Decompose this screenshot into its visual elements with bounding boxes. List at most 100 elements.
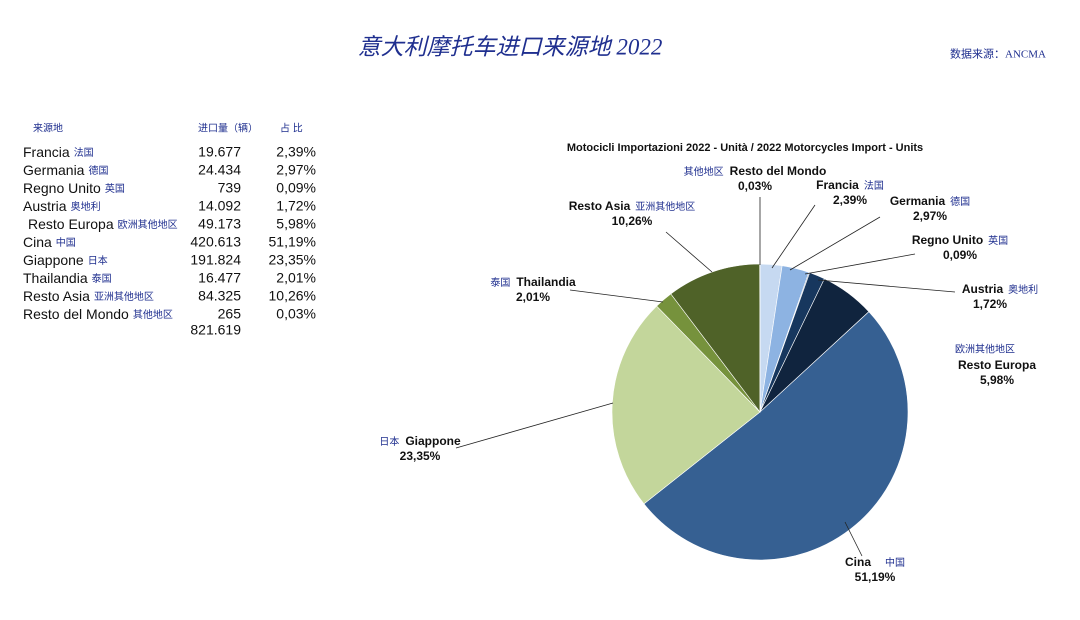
country-cn: 中国 bbox=[56, 236, 76, 249]
slice-label: Francia 法国 bbox=[816, 178, 884, 192]
row-name: Resto Europa 欧洲其他地区 bbox=[28, 216, 178, 232]
leader-line bbox=[804, 253, 916, 275]
slice-label: 日本 Giappone bbox=[379, 434, 461, 448]
volume: 84.325 bbox=[198, 288, 241, 304]
slice bbox=[611, 305, 761, 505]
column-header: 占 比 bbox=[280, 122, 303, 135]
country: Resto Europa bbox=[28, 216, 114, 232]
page-title: 意大利摩托车进口来源地 2022 bbox=[358, 34, 663, 59]
row-name: Francia 法国 bbox=[23, 144, 94, 160]
column-header: 来源地 bbox=[33, 122, 63, 135]
value-label: 2,01% bbox=[516, 290, 550, 304]
share: 5,98% bbox=[276, 216, 316, 232]
slice-label: 其他地区 Resto del Mondo bbox=[684, 164, 827, 178]
value-label: 5,98% bbox=[980, 373, 1014, 387]
label-cn: 法国 bbox=[864, 179, 884, 192]
country-cn: 德国 bbox=[88, 164, 108, 177]
row-name: Resto del Mondo 其他地区 bbox=[23, 306, 173, 322]
chart-title: Motocicli Importazioni 2022 - Unità / 20… bbox=[567, 142, 923, 154]
value-label: 23,35% bbox=[400, 449, 441, 463]
volume: 191.824 bbox=[190, 252, 241, 268]
label-name: Giappone bbox=[405, 434, 461, 448]
share: 2,97% bbox=[276, 162, 316, 178]
label-name: Resto Europa bbox=[958, 358, 1036, 372]
country-cn: 奥地利 bbox=[71, 200, 101, 213]
country: Regno Unito bbox=[23, 180, 101, 196]
value-label: 1,72% bbox=[973, 297, 1007, 311]
label-cn: 亚洲其他地区 bbox=[635, 200, 695, 213]
country: Resto Asia bbox=[23, 288, 90, 304]
country: Thailandia bbox=[23, 270, 88, 286]
share: 0,03% bbox=[276, 306, 316, 322]
share: 2,39% bbox=[276, 144, 316, 160]
label-name: Resto del Mondo bbox=[730, 164, 827, 178]
label-name: Germania bbox=[890, 194, 946, 208]
country: Germania bbox=[23, 162, 85, 178]
label-cn: 欧洲其他地区 bbox=[955, 343, 1015, 356]
row-name: Cina 中国 bbox=[23, 234, 76, 250]
country: Giappone bbox=[23, 252, 84, 268]
volume: 739 bbox=[218, 180, 242, 196]
label-name: Austria bbox=[962, 282, 1004, 296]
value-label: 2,39% bbox=[833, 193, 867, 207]
row-name: Austria 奥地利 bbox=[23, 198, 101, 214]
leader-line bbox=[817, 279, 956, 293]
slice-label: Germania 德国 bbox=[890, 194, 970, 208]
value-label: 0,09% bbox=[943, 248, 977, 262]
volume: 49.173 bbox=[198, 216, 241, 232]
country: Resto del Mondo bbox=[23, 306, 129, 322]
country: Francia bbox=[23, 144, 70, 160]
share: 2,01% bbox=[276, 270, 316, 286]
slice-label: Austria 奥地利 bbox=[962, 282, 1038, 296]
volume: 265 bbox=[218, 306, 242, 322]
share: 1,72% bbox=[276, 198, 316, 214]
share: 0,09% bbox=[276, 180, 316, 196]
label-name: Regno Unito bbox=[912, 233, 983, 247]
country-cn: 法国 bbox=[74, 146, 94, 159]
slice-label: 泰国 Thailandia bbox=[490, 275, 576, 289]
label-cn: 泰国 bbox=[490, 276, 510, 289]
country: Austria bbox=[23, 198, 67, 214]
label-cn: 日本 bbox=[379, 435, 399, 448]
row-name: Regno Unito 英国 bbox=[23, 180, 125, 196]
leader-line bbox=[455, 402, 614, 449]
row-name: Resto Asia 亚洲其他地区 bbox=[23, 288, 154, 304]
country: Cina bbox=[23, 234, 52, 250]
column-header: 进口量（辆） bbox=[198, 122, 258, 135]
leader-line bbox=[771, 204, 816, 269]
volume: 420.613 bbox=[190, 234, 241, 250]
value-label: 10,26% bbox=[612, 214, 653, 228]
slice-label: Resto Asia 亚洲其他地区 bbox=[569, 199, 696, 213]
label-cn: 其他地区 bbox=[684, 165, 724, 178]
country-cn: 其他地区 bbox=[133, 308, 173, 321]
leader-line bbox=[665, 231, 713, 273]
country-cn: 日本 bbox=[88, 254, 108, 267]
slice bbox=[643, 311, 909, 561]
leader-line bbox=[844, 521, 863, 557]
total: 821.619 bbox=[190, 322, 241, 338]
value-label: 0,03% bbox=[738, 179, 772, 193]
row-name: Germania 德国 bbox=[23, 162, 108, 178]
row-name: Thailandia 泰国 bbox=[23, 270, 112, 286]
volume: 24.434 bbox=[198, 162, 241, 178]
row-name: Giappone 日本 bbox=[23, 252, 108, 268]
slice bbox=[670, 263, 761, 413]
label-name: Francia bbox=[816, 178, 859, 192]
label-name: Cina bbox=[845, 555, 871, 569]
label-name: Thailandia bbox=[516, 275, 576, 289]
volume: 19.677 bbox=[198, 144, 241, 160]
slice-label: Regno Unito 英国 bbox=[912, 233, 1008, 247]
label-cn: 德国 bbox=[950, 195, 970, 208]
value-label: 51,19% bbox=[855, 570, 896, 584]
label-cn: 英国 bbox=[988, 234, 1008, 247]
leader-line bbox=[569, 289, 664, 303]
share: 23,35% bbox=[269, 252, 316, 268]
value-label: 2,97% bbox=[913, 209, 947, 223]
label-cn: 中国 bbox=[885, 556, 905, 569]
slice-label: Cina 中国 bbox=[845, 555, 905, 569]
source: 数据来源：ANCMA bbox=[950, 47, 1046, 61]
country-cn: 泰国 bbox=[92, 272, 112, 285]
country-cn: 英国 bbox=[105, 182, 125, 195]
share: 10,26% bbox=[269, 288, 316, 304]
